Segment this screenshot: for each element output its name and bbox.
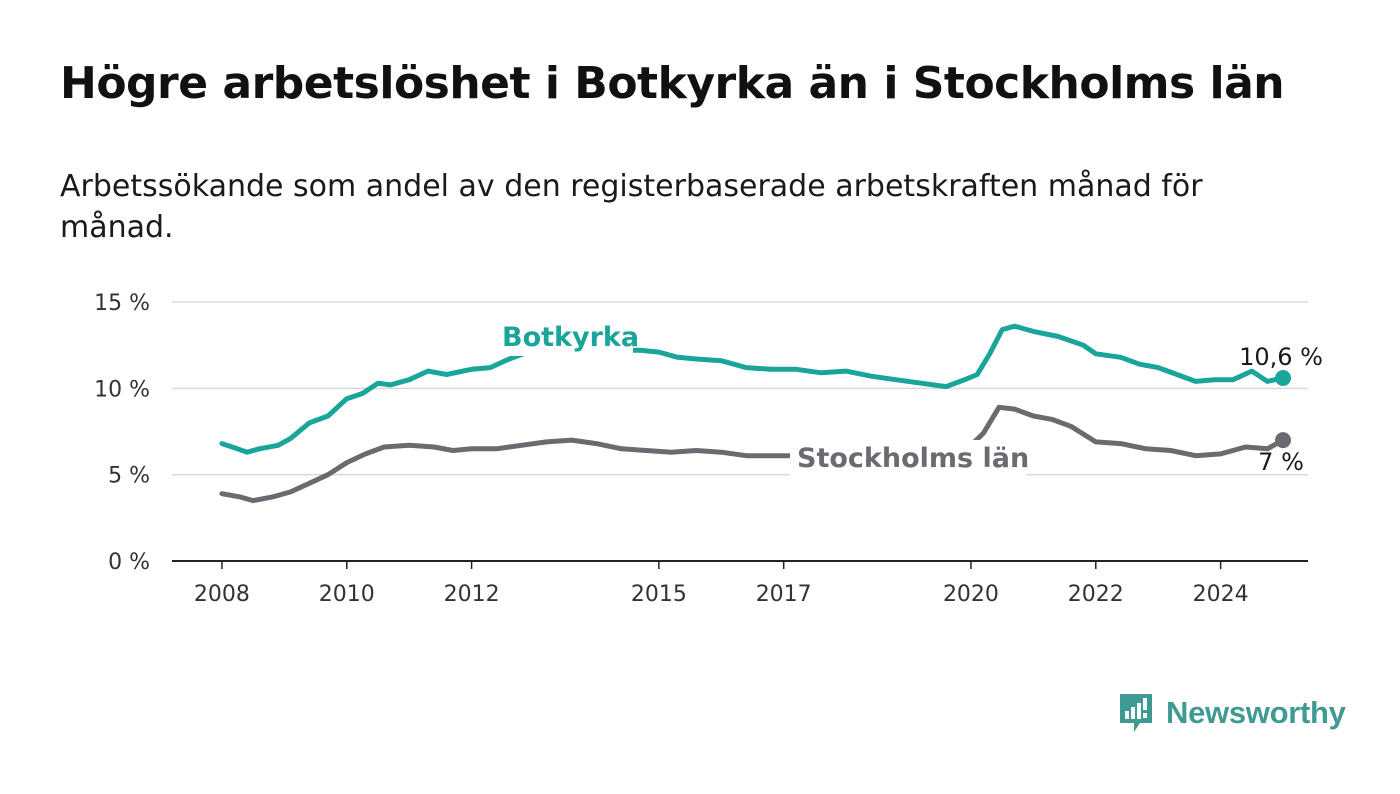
- series-line-botkyrka: [219, 323, 1286, 455]
- series-lines: [219, 323, 1292, 504]
- x-tick-label: 2024: [1193, 582, 1249, 607]
- y-tick-label: 15 %: [94, 291, 150, 316]
- y-axis-ticks: 0 % 5 % 10 % 15 %: [94, 291, 150, 575]
- series-label-background: [790, 440, 1026, 480]
- series-line-stockholms-lan: [219, 404, 1286, 504]
- series-label: Stockholms län: [797, 443, 1029, 474]
- series-end-marker: [1275, 369, 1292, 386]
- x-tick-label: 2010: [319, 582, 375, 607]
- x-tick-label: 2008: [194, 582, 250, 607]
- gridlines: [172, 301, 1308, 562]
- series-end-value-label: 7 %: [1258, 448, 1304, 476]
- y-tick-label: 10 %: [94, 377, 150, 402]
- x-tick-label: 2015: [631, 582, 687, 607]
- y-tick-label: 0 %: [108, 550, 150, 575]
- series-end-marker: [1275, 432, 1292, 449]
- series-labels: Botkyrka 10,6 % Stockholms län 7 %: [502, 322, 1323, 480]
- series-label-background: [505, 322, 633, 356]
- newsworthy-brand: Newsworthy: [1118, 690, 1346, 736]
- series-label: Botkyrka: [502, 322, 639, 353]
- x-tick-label: 2020: [943, 582, 999, 607]
- chart-title: Högre arbetslöshet i Botkyrka än i Stock…: [60, 58, 1285, 109]
- chart-subtitle: Arbetssökande som andel av den registerb…: [60, 169, 1203, 245]
- brand-name: Newsworthy: [1166, 695, 1346, 730]
- x-tick-label: 2022: [1068, 582, 1124, 607]
- x-tick-label: 2012: [444, 582, 500, 607]
- x-tick-label: 2017: [756, 582, 812, 607]
- x-axis-ticks: 2008 2010 2012 2015 2017 2020 2022 2024: [194, 561, 1249, 607]
- newsworthy-logo-icon: [1120, 694, 1152, 732]
- series-end-value-label: 10,6 %: [1239, 343, 1323, 371]
- y-tick-label: 5 %: [108, 464, 150, 489]
